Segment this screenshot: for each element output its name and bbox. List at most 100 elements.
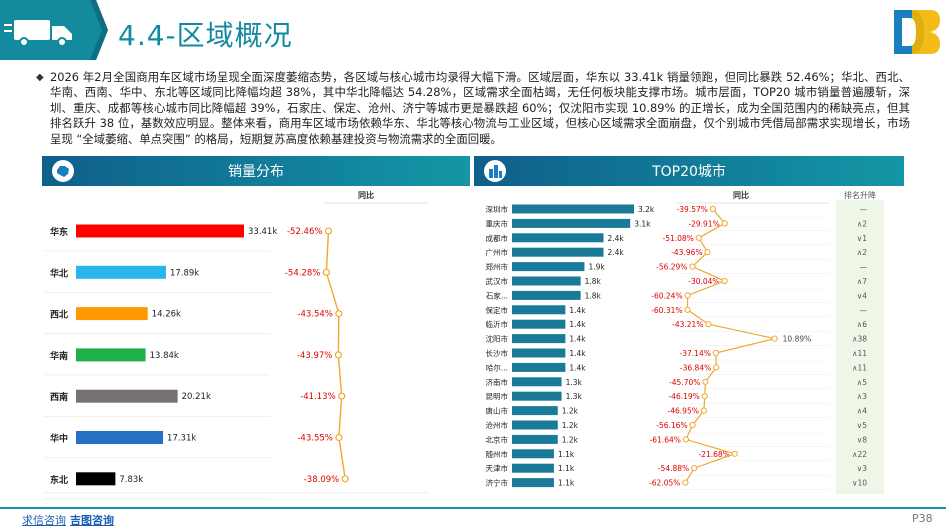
region-bar: [76, 224, 244, 238]
city-yoy-point: [689, 421, 696, 429]
city-rank-change: ∧11: [852, 349, 867, 358]
city-bar: [512, 348, 566, 358]
region-yoy-point: [322, 268, 330, 276]
city-bar: [512, 478, 554, 488]
city-yoy-point: [771, 335, 778, 342]
region-yoy-label: -41.13%: [300, 392, 335, 402]
city-label: 昆明市: [486, 391, 509, 401]
city-value-label: 1.8k: [585, 277, 602, 286]
right-panel-title: TOP20城市: [652, 164, 726, 180]
city-rank-change: ∨5: [857, 421, 867, 430]
city-yoy-point: [712, 349, 719, 357]
region-value-label: 17.89k: [170, 268, 199, 278]
city-yoy-label: -56.29%: [656, 263, 687, 272]
region-yoy-point: [338, 392, 346, 400]
region-value-label: 33.41k: [248, 227, 277, 237]
city-rank-change: —: [860, 205, 868, 214]
region-label: 华东: [50, 226, 68, 238]
region-yoy-point: [335, 310, 343, 318]
city-yoy-label: -54.88%: [658, 464, 689, 473]
city-value-label: 1.2k: [562, 407, 579, 416]
city-label: 重庆市: [486, 218, 509, 228]
city-value-label: 1.8k: [585, 291, 602, 300]
city-yoy-point: [684, 306, 691, 313]
city-rank-change: ∧11: [852, 363, 867, 372]
city-rank-change: ∧22: [852, 450, 867, 459]
city-label: 随州市: [486, 449, 509, 459]
rank-header: 排名升降: [844, 190, 876, 200]
region-label: 华南: [50, 350, 68, 362]
city-yoy-point: [700, 407, 707, 414]
page-title: 4.4-区域概况: [118, 19, 293, 52]
city-label: 长沙市: [486, 348, 509, 358]
city-bar: [512, 362, 566, 372]
city-bar: [512, 262, 585, 272]
city-label: 沈阳市: [486, 334, 509, 344]
city-bar: [512, 449, 554, 459]
region-value-label: 20.21k: [182, 392, 211, 402]
yoy-header: 同比: [733, 190, 749, 200]
city-yoy-label: 10.89%: [783, 335, 812, 344]
city-yoy-label: -30.04%: [688, 277, 719, 286]
city-rank-change: —: [860, 306, 868, 315]
region-value-label: 14.26k: [152, 310, 181, 320]
china-map-icon: [52, 160, 74, 182]
city-yoy-label: -46.19%: [668, 392, 699, 401]
city-value-label: 2.4k: [608, 248, 625, 257]
region-yoy-label: -38.09%: [304, 475, 339, 485]
city-value-label: 3.2k: [638, 205, 655, 214]
city-bar: [512, 406, 558, 416]
city-label: 广州市: [486, 247, 509, 257]
city-yoy-point: [702, 378, 709, 385]
city-yoy-point: [709, 205, 716, 213]
city-yoy-label: -46.95%: [668, 407, 699, 416]
region-bar: [76, 348, 146, 362]
city-label: 天津市: [486, 463, 509, 473]
city-value-label: 1.9k: [588, 263, 605, 272]
left-panel-header: 销量分布: [42, 156, 470, 186]
city-label: 深圳市: [486, 204, 509, 214]
city-value-label: 1.3k: [566, 392, 583, 401]
city-yoy-label: -39.57%: [677, 205, 708, 214]
city-yoy-point: [701, 393, 708, 400]
city-yoy-point: [684, 292, 691, 299]
city-yoy-point: [721, 277, 728, 285]
city-yoy-label: -56.16%: [656, 421, 687, 430]
city-yoy-label: -36.84%: [680, 363, 711, 372]
region-bar: [76, 472, 116, 486]
city-yoy-label: -62.05%: [649, 479, 680, 488]
city-rank-change: ∨4: [857, 291, 867, 300]
city-yoy-point: [689, 263, 696, 270]
footer-brand-2[interactable]: 吉图咨询: [70, 514, 114, 527]
city-yoy-label: -51.08%: [662, 234, 693, 243]
city-yoy-label: -60.31%: [651, 306, 682, 315]
city-bar: [512, 305, 566, 315]
city-value-label: 1.4k: [569, 335, 586, 344]
city-rank-change: ∧38: [852, 335, 867, 344]
city-yoy-point: [704, 249, 711, 256]
city-bar: [512, 463, 554, 473]
city-bar: [512, 377, 562, 387]
city-yoy-point: [713, 364, 720, 371]
footer-brand-1[interactable]: 求信咨询: [22, 514, 66, 527]
city-bar: [512, 391, 562, 401]
region-yoy-label: -43.55%: [297, 434, 332, 444]
city-label: 保定市: [486, 305, 509, 315]
city-rank-change: —: [860, 263, 868, 272]
city-rank-change: ∧2: [857, 219, 867, 228]
rank-column-bg: [836, 200, 884, 494]
bullet-icon: ◆: [36, 72, 44, 83]
city-value-label: 3.1k: [634, 219, 651, 228]
city-label: 石家...: [486, 290, 508, 300]
header-band: [0, 0, 108, 60]
city-value-label: 1.3k: [566, 378, 583, 387]
region-label: 华北: [50, 267, 68, 279]
region-yoy-point: [324, 227, 333, 235]
yoy-header: 同比: [358, 190, 374, 200]
region-label: 西北: [50, 309, 68, 321]
city-rank-change: ∨8: [857, 435, 867, 444]
city-yoy-label: -29.91%: [688, 219, 719, 228]
region-bar: [76, 265, 166, 279]
